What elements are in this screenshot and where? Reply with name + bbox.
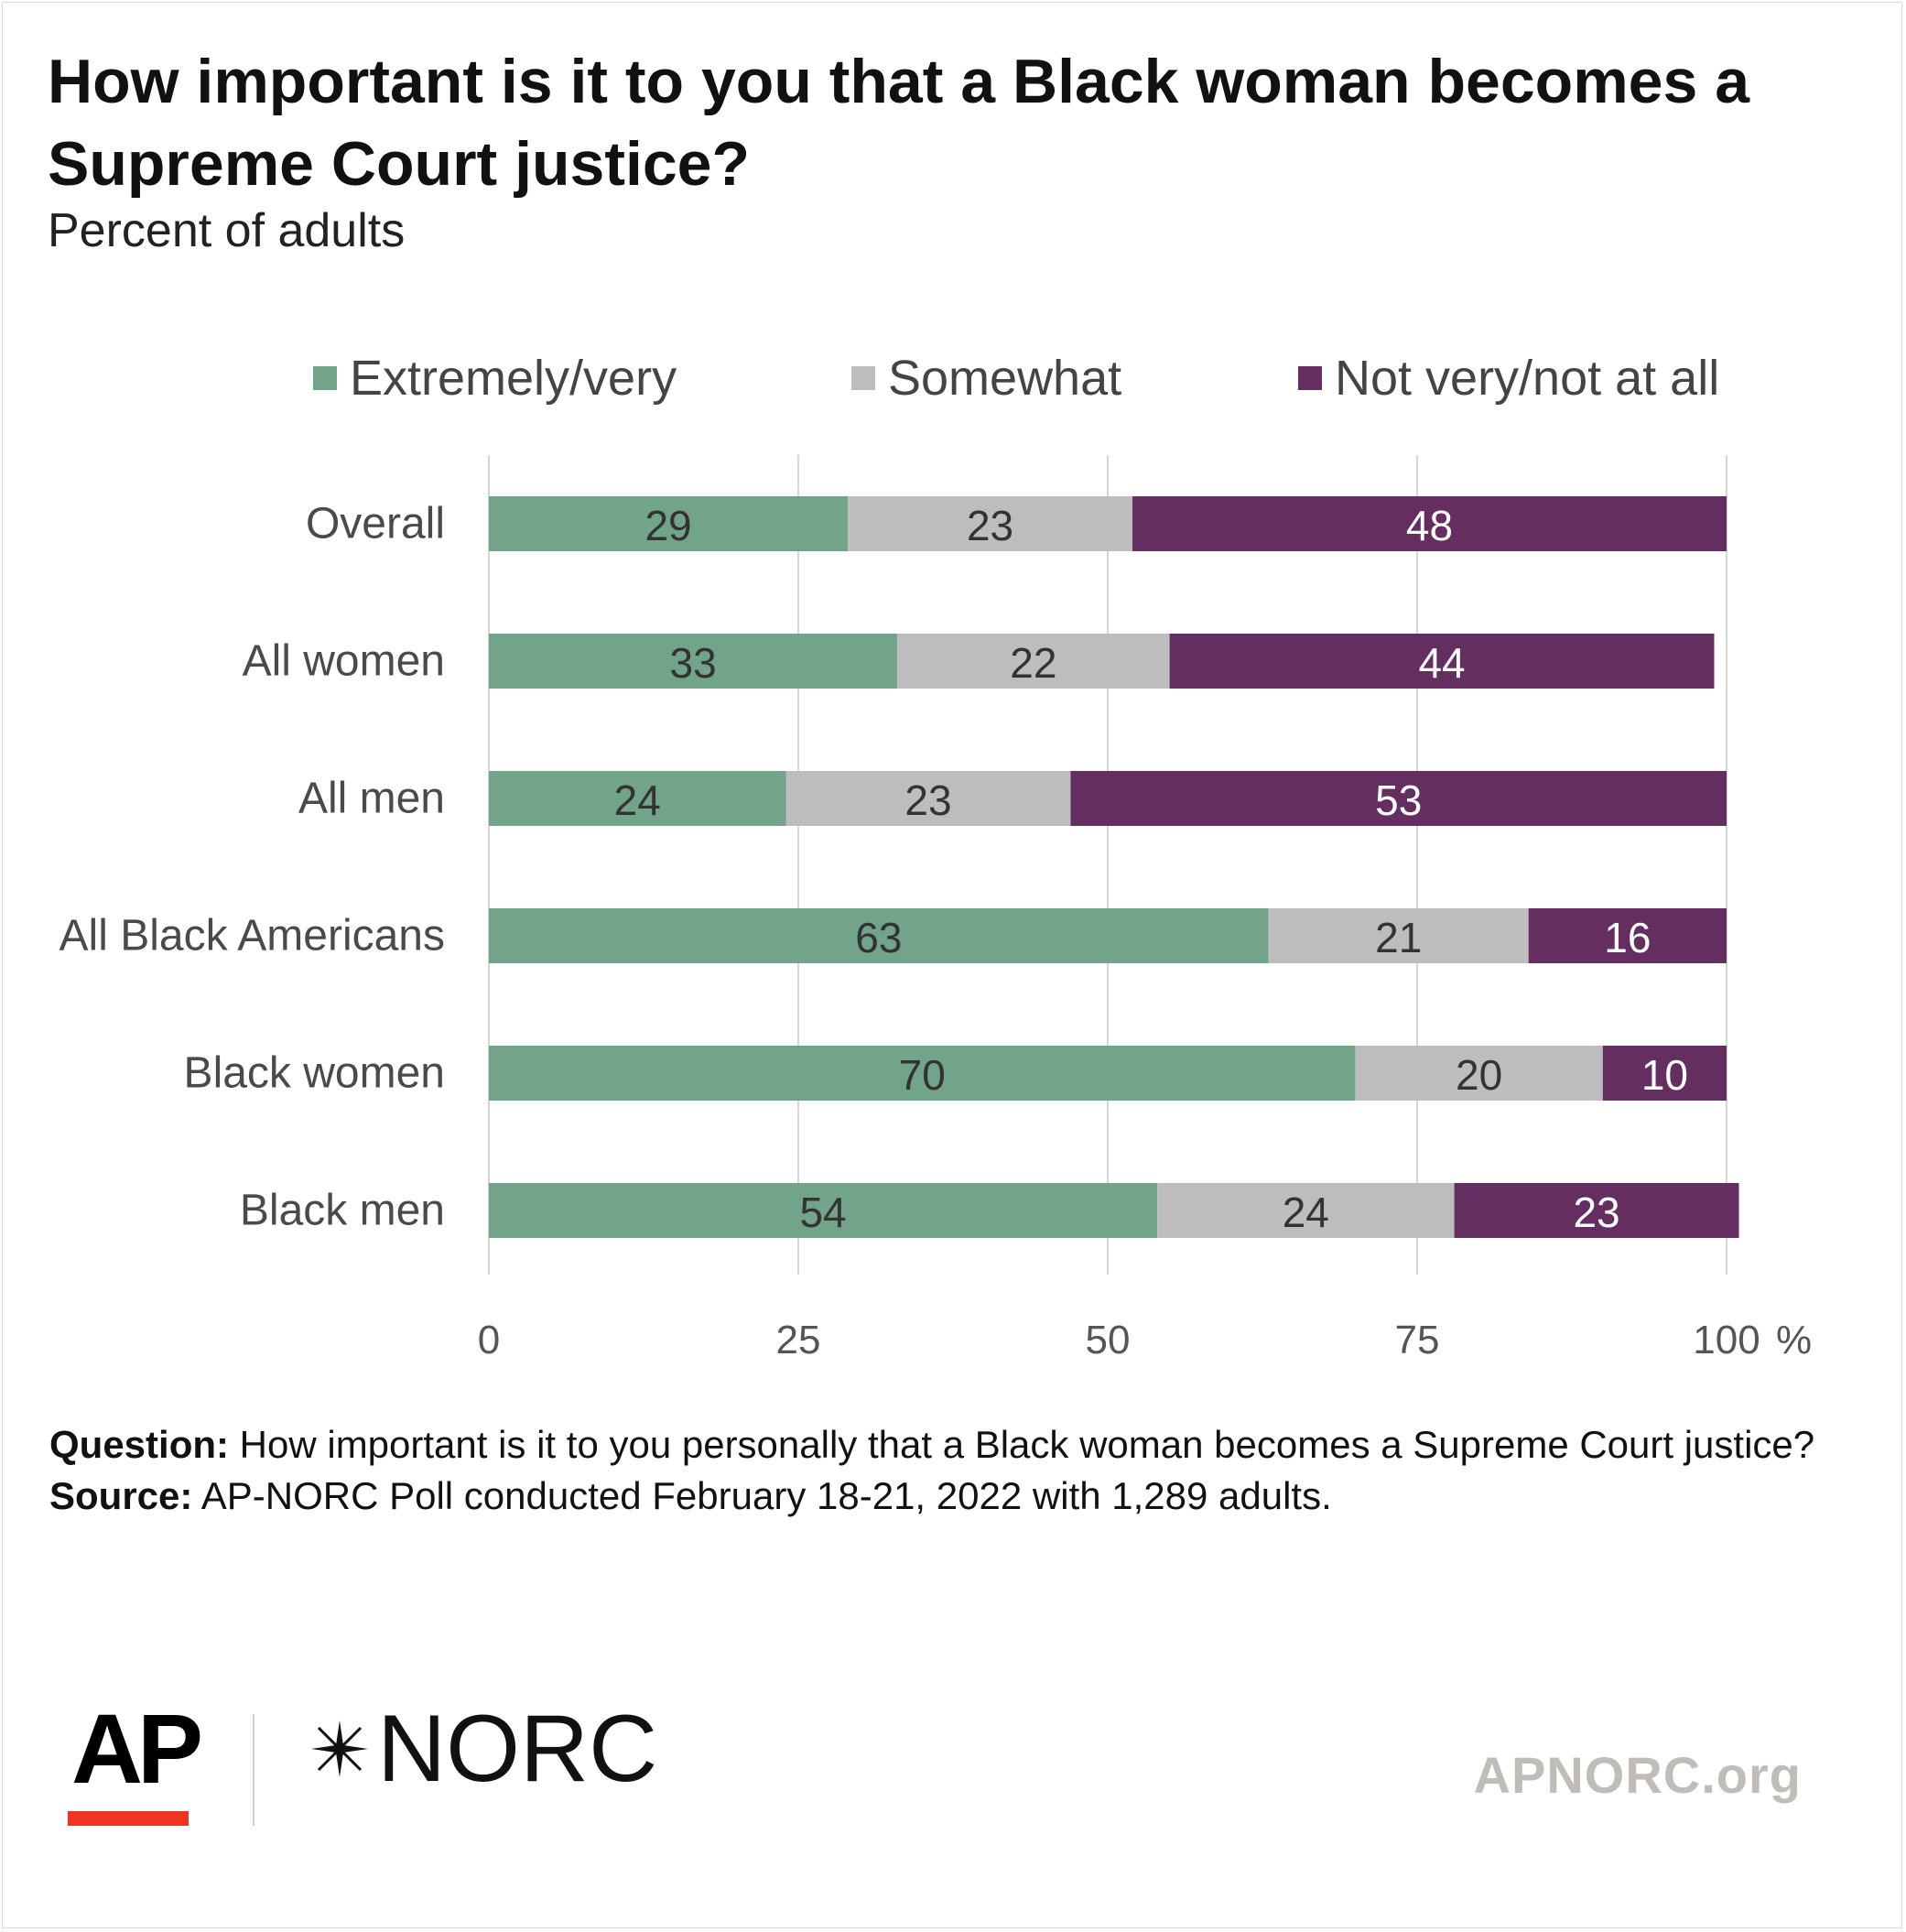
bar-value-label-somewhat-black-women: 20 bbox=[1456, 1051, 1502, 1099]
x-axis-unit: % bbox=[1776, 1318, 1812, 1362]
legend-swatch-extremely-very bbox=[313, 366, 337, 390]
bar-not-very-not-at-all-overall bbox=[1132, 496, 1727, 551]
bar-value-label-extremely-very-all-women: 33 bbox=[669, 639, 716, 687]
website-link[interactable]: APNORC.org bbox=[1473, 1746, 1802, 1804]
x-tick-label-25: 25 bbox=[776, 1318, 821, 1362]
bar-value-label-not-very-not-at-all-all-black-americans: 16 bbox=[1604, 914, 1651, 961]
bar-value-label-somewhat-black-men: 24 bbox=[1283, 1189, 1329, 1236]
category-label-all-women: All women bbox=[243, 637, 445, 686]
logo-divider bbox=[253, 1714, 254, 1826]
bar-value-label-not-very-not-at-all-all-women: 44 bbox=[1418, 639, 1465, 687]
bar-value-label-extremely-very-overall: 29 bbox=[644, 502, 691, 549]
category-label-black-women: Black women bbox=[184, 1049, 445, 1098]
bar-value-label-extremely-very-all-men: 24 bbox=[614, 776, 661, 824]
legend: Extremely/very Somewhat Not very/not at … bbox=[0, 346, 1906, 410]
chart-subtitle: Percent of adults bbox=[48, 204, 406, 257]
bar-extremely-very-overall bbox=[489, 496, 849, 551]
question-note: Question: How important is it to you per… bbox=[49, 1419, 1844, 1471]
bar-value-label-somewhat-all-black-americans: 21 bbox=[1375, 914, 1422, 961]
ap-logo-underline bbox=[68, 1811, 189, 1826]
bar-value-label-somewhat-overall: 23 bbox=[967, 502, 1013, 549]
legend-swatch-not-very bbox=[1298, 366, 1322, 390]
question-label: Question: bbox=[49, 1423, 229, 1466]
legend-swatch-somewhat bbox=[851, 366, 875, 390]
bar-somewhat-overall bbox=[848, 496, 1133, 551]
bar-somewhat-all-black-americans bbox=[1268, 908, 1529, 963]
legend-item-not-very: Not very/not at all bbox=[1298, 346, 1719, 410]
legend-item-somewhat: Somewhat bbox=[851, 346, 1121, 410]
bar-extremely-very-all-men bbox=[489, 771, 786, 826]
category-label-all-men: All men bbox=[298, 775, 445, 823]
star-icon bbox=[311, 1720, 368, 1777]
bar-extremely-very-all-women bbox=[489, 634, 898, 689]
bar-value-label-somewhat-all-men: 23 bbox=[904, 776, 951, 824]
source-text: AP-NORC Poll conducted February 18-21, 2… bbox=[200, 1474, 1332, 1517]
chart-notes: Question: How important is it to you per… bbox=[49, 1419, 1844, 1522]
norc-logo: NORC bbox=[308, 1699, 657, 1799]
chart-title: How important is it to you that a Black … bbox=[48, 47, 1750, 199]
source-note: Source: AP-NORC Poll conducted February … bbox=[49, 1471, 1844, 1522]
category-label-black-men: Black men bbox=[240, 1187, 445, 1235]
bar-not-very-not-at-all-all-men bbox=[1070, 771, 1727, 826]
x-tick-label-0: 0 bbox=[478, 1318, 500, 1362]
bar-not-very-not-at-all-black-men bbox=[1454, 1183, 1739, 1238]
bar-value-label-not-very-not-at-all-all-men: 53 bbox=[1375, 776, 1422, 824]
bar-value-label-extremely-very-black-men: 54 bbox=[799, 1189, 846, 1236]
bar-not-very-not-at-all-all-women bbox=[1169, 634, 1715, 689]
source-label: Source: bbox=[49, 1474, 193, 1517]
bar-value-label-not-very-not-at-all-overall: 48 bbox=[1406, 502, 1453, 549]
bar-extremely-very-black-women bbox=[489, 1046, 1356, 1101]
x-tick-label-100: 100 bbox=[1693, 1318, 1760, 1362]
bar-value-label-somewhat-all-women: 22 bbox=[1010, 639, 1056, 687]
bar-somewhat-black-men bbox=[1157, 1183, 1455, 1238]
bar-value-label-not-very-not-at-all-black-women: 10 bbox=[1641, 1051, 1688, 1099]
bar-chart: 0 25 50 75 100 % Overall 29 23 48 All women 33 22 44 A… bbox=[60, 455, 1812, 1362]
ap-logo: AP bbox=[71, 1693, 203, 1804]
bar-value-label-extremely-very-black-women: 70 bbox=[899, 1051, 946, 1099]
bar-somewhat-all-women bbox=[897, 634, 1170, 689]
legend-item-extremely-very: Extremely/very bbox=[313, 346, 677, 410]
x-tick-label-75: 75 bbox=[1395, 1318, 1440, 1362]
category-label-overall: Overall bbox=[306, 500, 445, 548]
legend-label-somewhat: Somewhat bbox=[888, 351, 1122, 406]
x-tick-label-50: 50 bbox=[1086, 1318, 1131, 1362]
norc-logo-text: NORC bbox=[377, 1696, 658, 1802]
category-label-all-black-americans: All Black Americans bbox=[60, 912, 445, 961]
bar-somewhat-black-women bbox=[1355, 1046, 1603, 1101]
bar-somewhat-all-men bbox=[785, 771, 1071, 826]
legend-label-not-very: Not very/not at all bbox=[1335, 351, 1720, 406]
legend-label-extremely-very: Extremely/very bbox=[350, 351, 677, 406]
bar-value-label-extremely-very-all-black-americans: 63 bbox=[855, 914, 902, 961]
bar-value-label-not-very-not-at-all-black-men: 23 bbox=[1573, 1189, 1619, 1236]
bar-not-very-not-at-all-all-black-americans bbox=[1528, 908, 1727, 963]
bar-not-very-not-at-all-black-women bbox=[1602, 1046, 1727, 1101]
question-text: How important is it to you personally th… bbox=[239, 1423, 1815, 1466]
bar-extremely-very-black-men bbox=[489, 1183, 1158, 1238]
bar-extremely-very-all-black-americans bbox=[489, 908, 1269, 963]
